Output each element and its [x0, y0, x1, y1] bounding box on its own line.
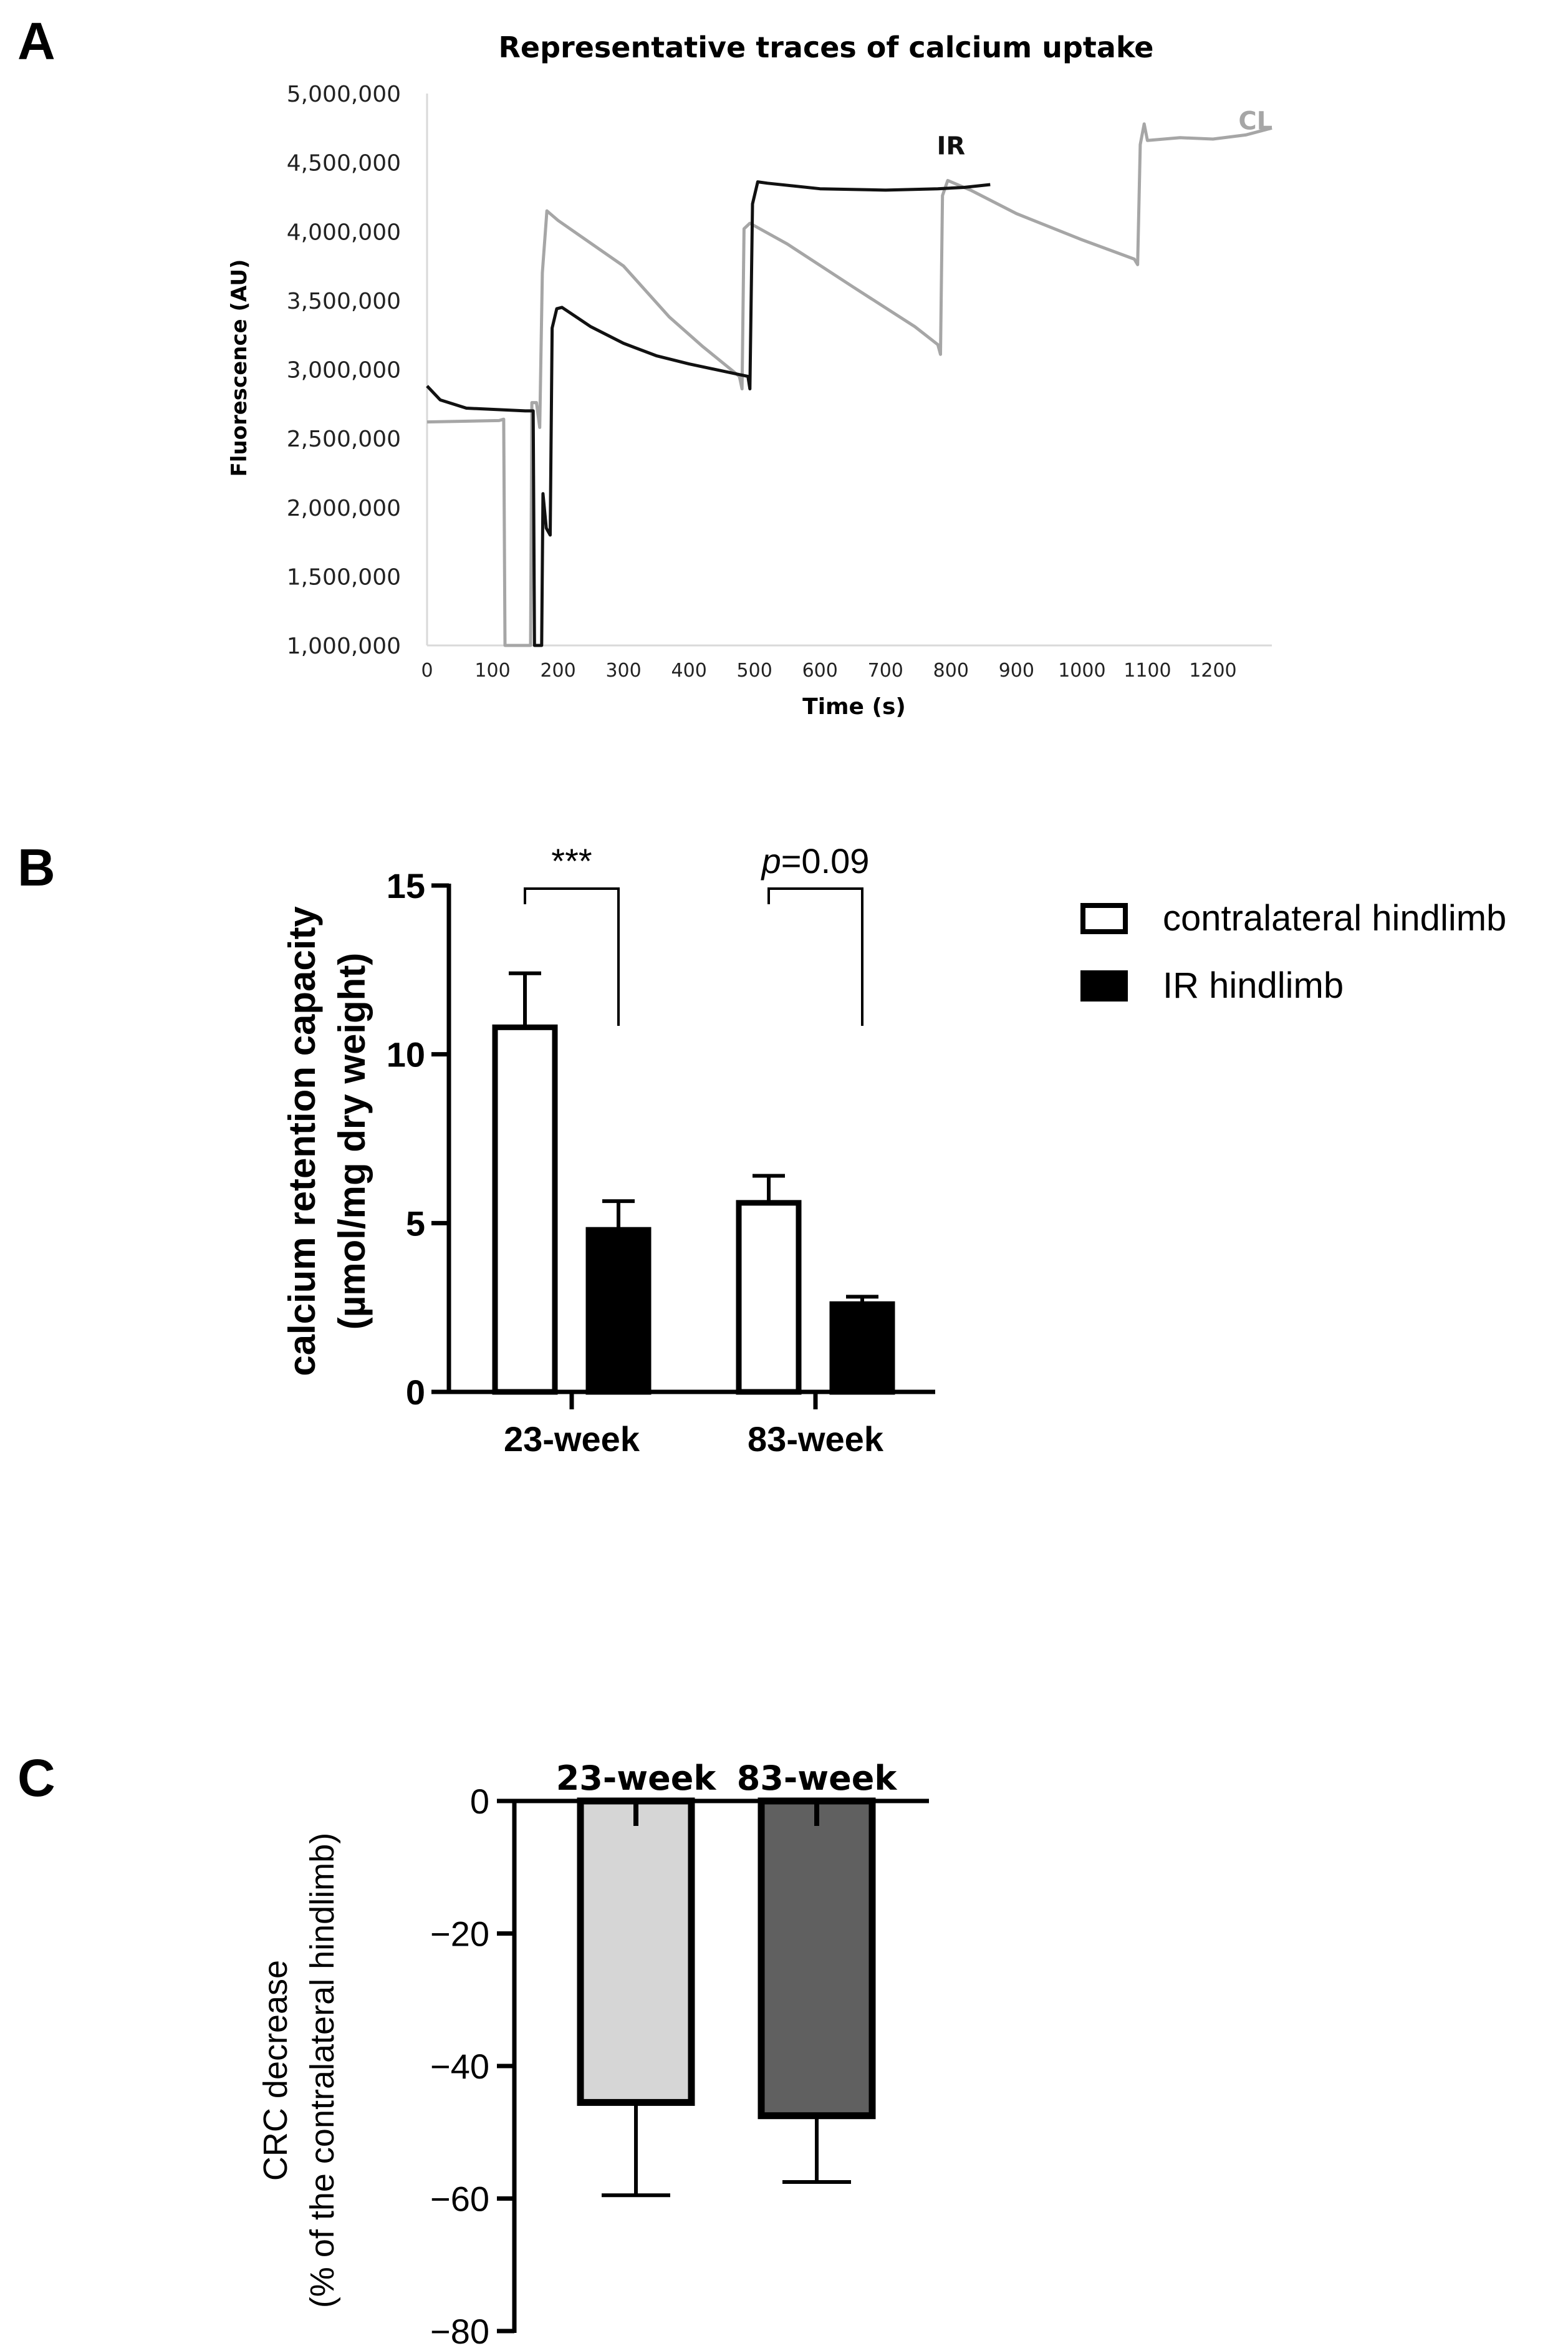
panel-a-x-tick-label: 1200 — [1189, 660, 1236, 682]
panel-label-b: B — [17, 838, 55, 897]
series-line-cl — [426, 122, 1272, 647]
panel-a-x-tick-label: 700 — [868, 660, 903, 682]
panel-a-y-tick-label: 2,500,000 — [287, 427, 401, 452]
panel-c-y-axis-label-line1: CRC decrease — [257, 1960, 294, 2181]
panel-c-y-axis-label-line2: (% of the contralateral hindlimb) — [304, 1833, 341, 2308]
panel-b-legend: contralateral hindlimb IR hindlimb — [1080, 898, 1506, 1006]
panel-c-y-tick-label: −80 — [430, 2312, 489, 2351]
panel-label-c: C — [17, 1749, 55, 1807]
panel-b-x-tick-label: 23-week — [504, 1419, 640, 1459]
panel-b-significance-text: =0.09 — [781, 841, 870, 881]
legend-swatch-contralateral — [1080, 903, 1128, 934]
panel-a-x-tick-label: 200 — [540, 660, 575, 682]
panel-b-axes: 0 5 10 15 23-week 83-week — [387, 866, 935, 1459]
panel-a-x-tick-label: 1000 — [1058, 660, 1105, 682]
panel-a-y-tick-label: 2,000,000 — [287, 496, 401, 521]
panel-c-y-tick-label: −60 — [430, 2180, 489, 2219]
panel-a-series — [426, 122, 1272, 647]
panel-b-significance: *** p=0.09 — [524, 841, 870, 1026]
panel-a-x-tick-label: 600 — [802, 660, 838, 682]
panel-a-y-axis-label: Fluorescence (AU) — [227, 259, 252, 477]
panel-b-y-tick-label: 15 — [387, 866, 425, 905]
series-label-ir: IR — [936, 132, 965, 160]
panel-b-y-tick-label: 5 — [406, 1204, 425, 1243]
panel-c-bar-chart: 0 −20 −40 −60 −80 23-week 83-week CRC decreas… — [257, 1759, 929, 2351]
panel-b-significance-text: *** — [551, 841, 592, 881]
panel-b-bars — [492, 971, 895, 1395]
series-label-cl: CL — [1238, 107, 1272, 136]
panel-a-y-tick-label: 3,000,000 — [287, 358, 401, 384]
panel-c-category-label: 23-week — [556, 1759, 717, 1798]
panel-a-x-axis-label: Time (s) — [802, 694, 906, 720]
panel-a-axes — [426, 94, 1272, 647]
legend-label-contralateral: contralateral hindlimb — [1163, 898, 1506, 939]
panel-c-category-label: 83-week — [737, 1759, 898, 1798]
panel-b-significance-italic: p — [761, 841, 781, 881]
panel-b-bar-ir — [829, 1301, 895, 1395]
panel-b-bar-chart: 0 5 10 15 23-week 83-week *** p=0.09 contralat… — [281, 841, 1506, 1459]
panel-b-significance-bracket — [767, 887, 863, 1026]
panel-a-y-ticks: 1,000,000 1,500,000 2,000,000 2,500,000 3,00… — [287, 82, 401, 659]
panel-label-a: A — [17, 12, 55, 70]
series-line-ir — [426, 180, 991, 647]
panel-a-annotations: IR CL — [936, 107, 1272, 161]
panel-c-bar-83-week — [758, 1797, 876, 2120]
panel-a-x-tick-label: 500 — [737, 660, 772, 682]
panel-b-y-axis-label-line1: calcium retention capacity — [281, 906, 323, 1376]
panel-b-significance-label: *** — [551, 841, 592, 881]
panel-a-y-tick-label: 1,500,000 — [287, 564, 401, 590]
panel-b-y-axis-label-line2: (µmol/mg dry weight) — [331, 953, 373, 1330]
panel-a-y-tick-label: 3,500,000 — [287, 289, 401, 314]
panel-c-y-tick-label: −20 — [430, 1914, 489, 1954]
panel-a-title: Representative traces of calcium uptake — [498, 31, 1153, 64]
panel-a-x-tick-label: 800 — [933, 660, 969, 682]
panel-b-bar-ir — [585, 1227, 652, 1395]
panel-c-bars: 23-week 83-week — [556, 1759, 898, 2198]
panel-c-y-tick-label: −40 — [430, 2047, 489, 2086]
legend-swatch-ir — [1080, 970, 1128, 1002]
panel-a-x-tick-label: 300 — [605, 660, 641, 682]
panel-a-line-chart: Representative traces of calcium uptake … — [227, 31, 1272, 720]
panel-b-bar-contralateral — [492, 1024, 558, 1395]
panel-b-bar-contralateral — [736, 1200, 802, 1395]
panel-a-y-tick-label: 1,000,000 — [287, 634, 401, 659]
panel-a-y-tick-label: 4,000,000 — [287, 220, 401, 245]
panel-b-y-tick-label: 10 — [387, 1035, 425, 1074]
panel-a-x-tick-label: 400 — [671, 660, 707, 682]
panel-a-x-tick-label: 1100 — [1123, 660, 1171, 682]
panel-a-y-tick-label: 5,000,000 — [287, 82, 401, 107]
panel-a-x-ticks: 0 100 200 300 400 500 600 700 800 900 1000 1100 1200 — [421, 660, 1236, 682]
panel-a-x-tick-label: 900 — [999, 660, 1034, 682]
panel-b-x-tick-label: 83-week — [748, 1419, 884, 1459]
panel-c-bar-23-week — [577, 1797, 695, 2106]
panel-a-x-tick-label: 100 — [474, 660, 510, 682]
panel-c-y-tick-label: 0 — [470, 1782, 489, 1821]
panel-b-significance-bracket — [524, 887, 620, 1026]
panel-b-y-tick-label: 0 — [406, 1373, 425, 1412]
panel-b-significance-label: p=0.09 — [761, 841, 870, 881]
panel-a-x-tick-label: 0 — [421, 660, 433, 682]
panel-a-y-tick-label: 4,500,000 — [287, 151, 401, 176]
legend-label-ir: IR hindlimb — [1163, 965, 1344, 1006]
